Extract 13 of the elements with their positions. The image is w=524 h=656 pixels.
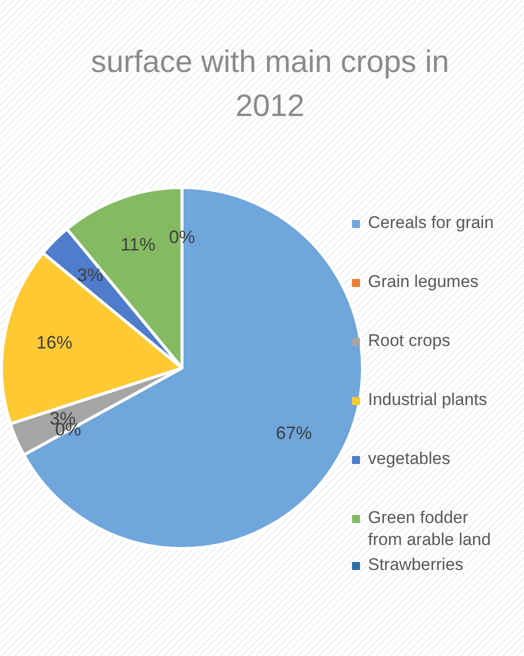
- legend-label: Grain legumes: [368, 271, 479, 293]
- data-label: 11%: [120, 234, 156, 255]
- legend-label: Industrial plants: [368, 389, 488, 411]
- legend-label: vegetables: [368, 448, 450, 470]
- chart-title: surface with main crops in 2012: [90, 43, 450, 125]
- legend-label: Cereals for grain: [368, 212, 494, 234]
- legend-label: Strawberries: [368, 554, 464, 576]
- data-label: 67%: [276, 423, 312, 444]
- data-label: 16%: [36, 332, 72, 353]
- legend-label: Green fodder from arable land: [368, 507, 492, 551]
- data-label: 3%: [77, 265, 104, 286]
- text: 0%: [168, 227, 196, 248]
- legend-label: Root crops: [368, 330, 450, 352]
